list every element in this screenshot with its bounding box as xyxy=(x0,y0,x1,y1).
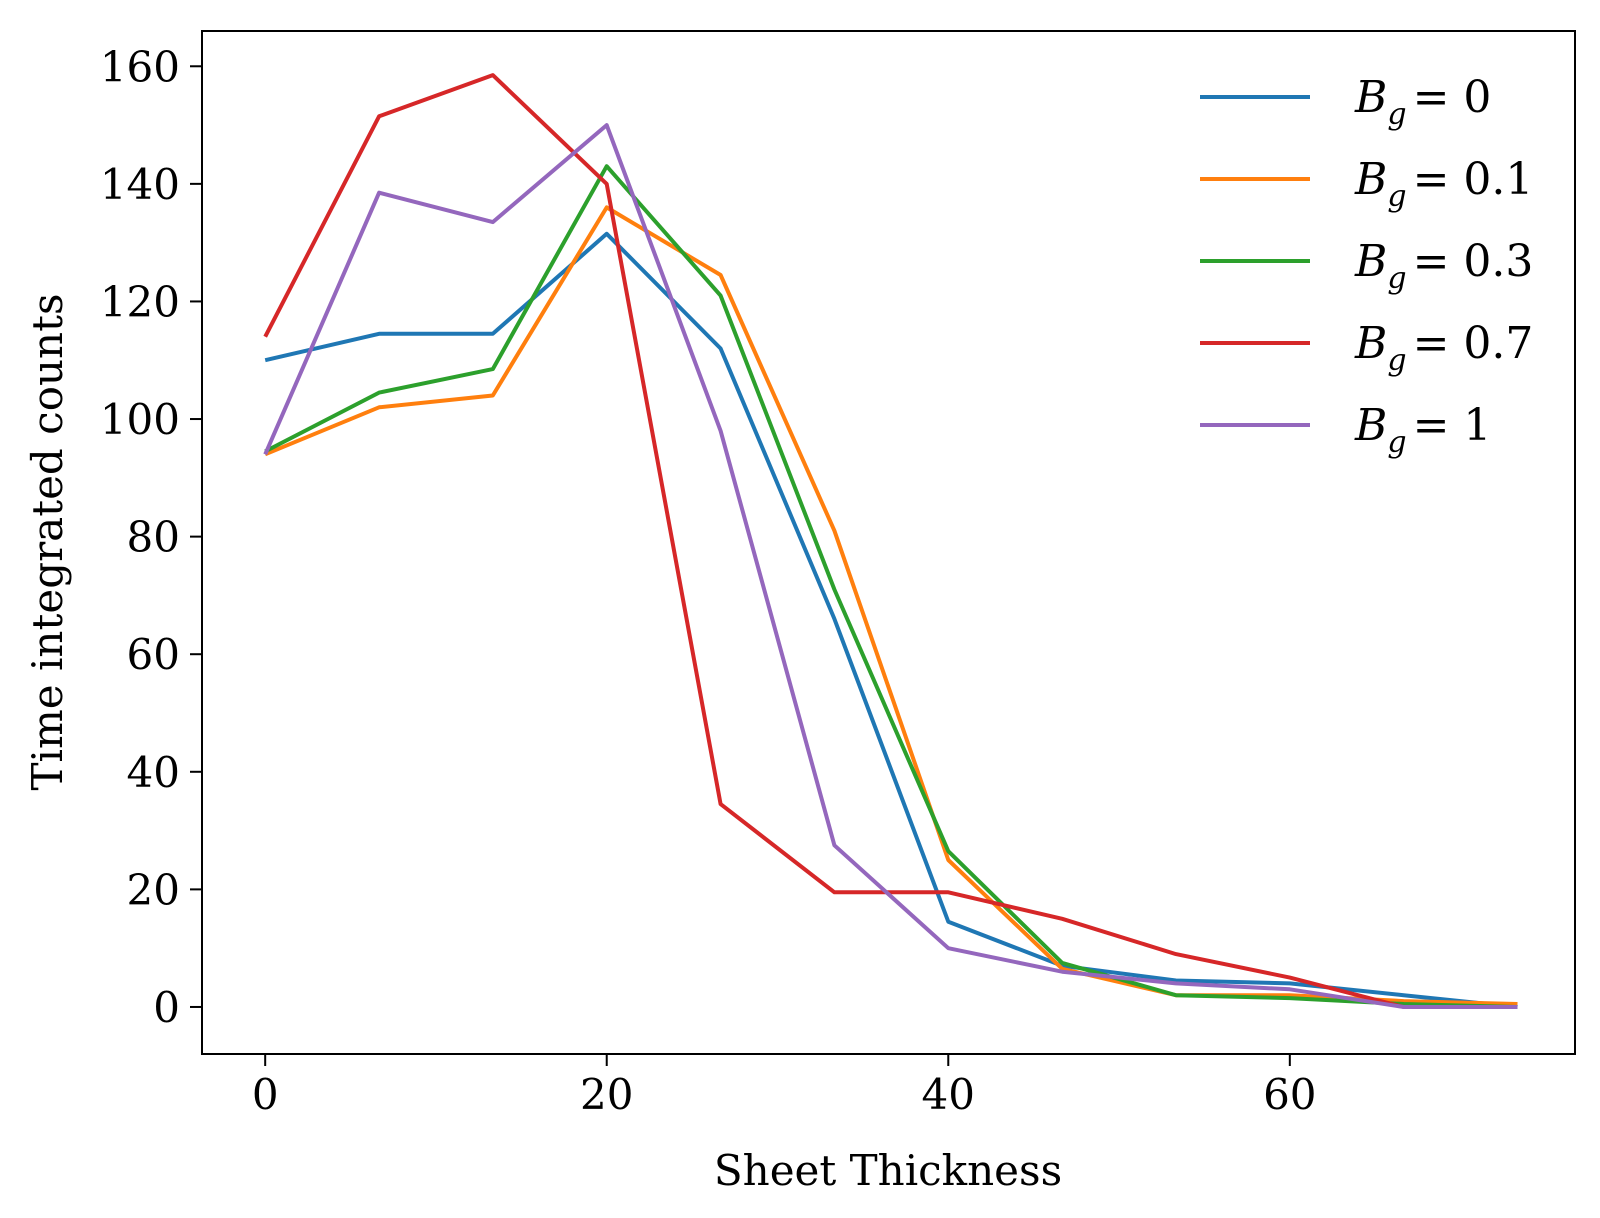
legend-label-value: = 0.1 xyxy=(1413,154,1534,205)
legend-label-var: B xyxy=(1354,154,1387,205)
series-line-3 xyxy=(263,73,1518,1009)
x-tick-label: 60 xyxy=(1263,1070,1316,1119)
legend: Bg = 0Bg = 0.1Bg = 0.3Bg = 0.7Bg = 1 xyxy=(1200,72,1533,460)
y-tick-label: 160 xyxy=(100,42,180,91)
legend-label-value: = 0.7 xyxy=(1413,318,1534,369)
y-tick-label: 80 xyxy=(127,513,180,562)
x-tick-label: 0 xyxy=(252,1070,279,1119)
x-tick-label: 40 xyxy=(922,1070,975,1119)
legend-label-sub: g xyxy=(1387,425,1406,460)
plot-background xyxy=(202,31,1575,1054)
legend-label-3: Bg = 0.7 xyxy=(1354,318,1533,378)
legend-label-var: B xyxy=(1354,400,1387,451)
legend-label-0: Bg = 0 xyxy=(1354,72,1491,132)
y-tick-label: 20 xyxy=(127,865,180,914)
legend-label-sub: g xyxy=(1387,261,1406,296)
series-line-0 xyxy=(264,231,1518,1009)
legend-label-value: = 1 xyxy=(1413,400,1492,451)
y-tick-label: 40 xyxy=(127,748,180,797)
x-axis-title: Sheet Thickness xyxy=(714,1146,1062,1195)
y-tick-label: 120 xyxy=(100,277,180,326)
legend-label-var: B xyxy=(1354,72,1387,123)
x-tick-label: 20 xyxy=(580,1070,633,1119)
y-tick-label: 0 xyxy=(153,983,180,1032)
legend-label-2: Bg = 0.3 xyxy=(1354,236,1533,296)
y-tick-label: 140 xyxy=(100,160,180,209)
series-line-2 xyxy=(264,164,1518,1009)
legend-label-var: B xyxy=(1354,318,1387,369)
legend-label-sub: g xyxy=(1387,97,1406,132)
legend-label-1: Bg = 0.1 xyxy=(1354,154,1533,214)
legend-label-4: Bg = 1 xyxy=(1354,400,1491,460)
y-axis-ticks: 0 20 40 60 80 100 120 140 160 xyxy=(100,42,202,1032)
plot-frame xyxy=(201,30,1576,1055)
legend-label-value: = 0 xyxy=(1413,72,1492,123)
series-line-4 xyxy=(263,123,1518,1009)
legend-label-value: = 0.3 xyxy=(1413,236,1534,287)
x-axis-ticks: 0 20 40 60 xyxy=(252,1054,1317,1119)
series-lines xyxy=(263,73,1518,1009)
y-axis-title: Time integrated counts xyxy=(23,293,72,790)
legend-label-var: B xyxy=(1354,236,1387,287)
y-tick-label: 100 xyxy=(100,395,180,444)
y-tick-label: 60 xyxy=(127,630,180,679)
legend-label-sub: g xyxy=(1387,343,1406,378)
series-line-1 xyxy=(264,205,1518,1006)
legend-label-sub: g xyxy=(1387,179,1406,214)
